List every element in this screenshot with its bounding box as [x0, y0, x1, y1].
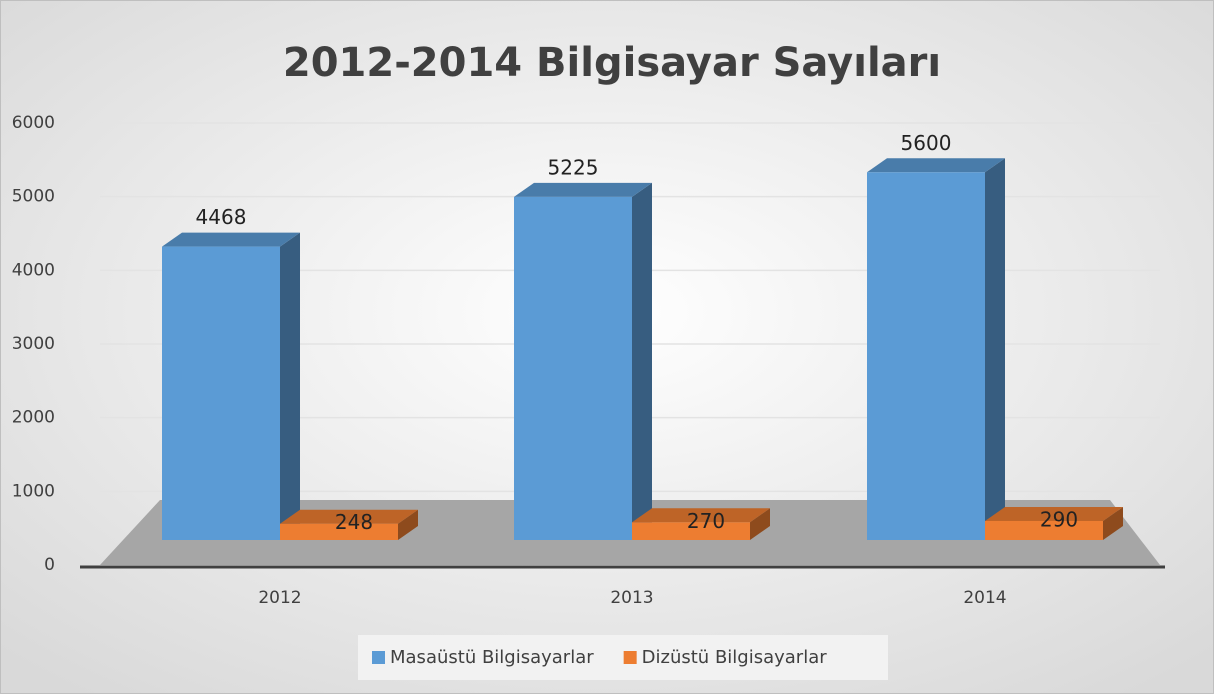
bar-side — [632, 182, 652, 540]
bar — [632, 522, 750, 540]
data-label: 270 — [687, 509, 725, 533]
data-label: 290 — [1040, 507, 1078, 531]
legend-swatch — [623, 651, 637, 664]
data-label: 5225 — [548, 155, 599, 179]
bar — [280, 523, 398, 540]
y-tick-label: 4000 — [12, 260, 55, 280]
y-tick-label: 2000 — [12, 408, 55, 428]
bar-top — [514, 182, 652, 197]
y-tick-label: 3000 — [12, 334, 55, 354]
y-tick-label: 6000 — [12, 113, 55, 133]
x-tick-label: 2013 — [610, 588, 653, 608]
y-tick-label: 1000 — [12, 481, 55, 501]
bar — [162, 246, 280, 541]
bar — [514, 196, 632, 540]
bar-side — [1103, 506, 1123, 540]
bar-side — [750, 508, 770, 540]
x-tick-label: 2014 — [963, 588, 1006, 608]
bar — [985, 520, 1103, 540]
data-label: 5600 — [901, 131, 952, 155]
bar-side — [280, 232, 300, 541]
bar-top — [985, 506, 1123, 521]
bar-side — [398, 509, 418, 540]
bar-top — [632, 508, 770, 523]
bar-top — [280, 509, 418, 524]
data-label: 248 — [335, 510, 373, 534]
y-tick-label: 5000 — [12, 187, 55, 207]
bar — [867, 172, 985, 540]
y-tick-label: 0 — [44, 555, 55, 575]
bar-top — [162, 232, 300, 247]
bar-side — [985, 158, 1005, 540]
bar-top — [867, 158, 1005, 173]
x-tick-label: 2012 — [258, 588, 301, 608]
legend-label: Masaüstü Bilgisayarlar — [390, 647, 594, 668]
legend-swatch — [372, 651, 385, 664]
data-label: 4468 — [196, 205, 247, 229]
chart-title: 2012-2014 Bilgisayar Sayıları — [283, 40, 941, 86]
legend-label: Dizüstü Bilgisayarlar — [642, 647, 828, 668]
legend — [358, 635, 888, 680]
